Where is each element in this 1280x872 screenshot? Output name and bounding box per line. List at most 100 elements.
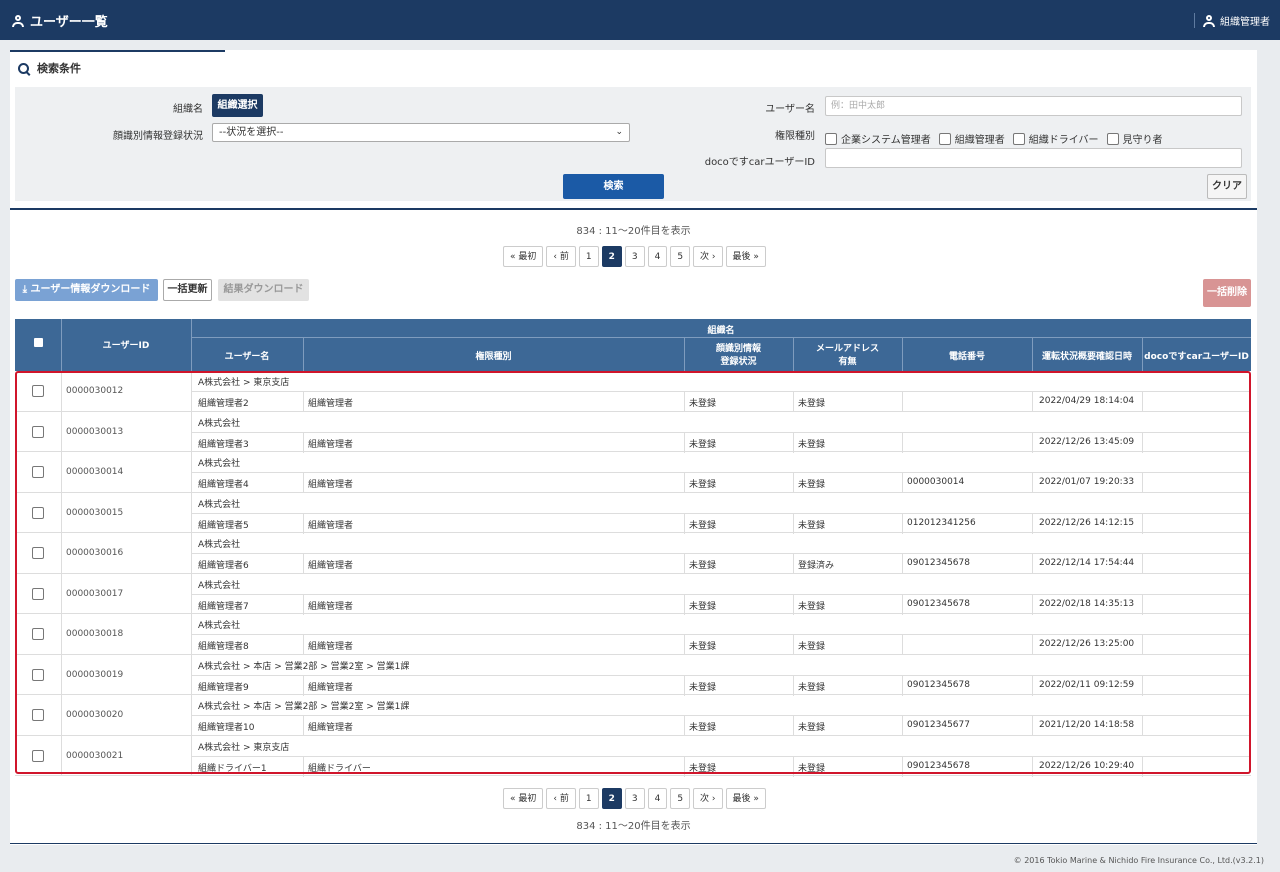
role-option-watcher[interactable]: 見守り者	[1106, 131, 1163, 146]
row-checkbox[interactable]	[32, 385, 44, 397]
cell-mail: 未登録	[798, 642, 826, 652]
row-checkbox[interactable]	[32, 547, 44, 559]
cell-mail: 未登録	[798, 480, 826, 490]
page-next[interactable]: 次 ›	[693, 788, 723, 809]
clear-button[interactable]: クリア	[1207, 174, 1247, 199]
page-next[interactable]: 次 ›	[693, 246, 723, 267]
table-row[interactable]: 0000030012 A株式会社 > 東京支店 組織管理者2 組織管理者 未登録 未登録 2…	[15, 371, 1251, 412]
copyright: © 2016 Tokio Marine & Nichido Fire Insur…	[1013, 856, 1264, 865]
org-path: A株式会社	[198, 459, 241, 469]
row-checkbox[interactable]	[32, 587, 44, 600]
cell-date: 2022/01/07 19:20:33	[1039, 477, 1135, 487]
cell-date: 2021/12/20 14:18:58	[1039, 720, 1135, 730]
page-1[interactable]: 1	[578, 246, 599, 267]
page-1[interactable]: 1	[578, 788, 599, 809]
page-5[interactable]: 5	[670, 246, 691, 267]
user-id: 0000030016	[66, 548, 124, 558]
cell-date: 2022/12/26 13:45:09	[1039, 436, 1135, 447]
page-last[interactable]: 最後 »	[725, 246, 766, 267]
page-4[interactable]: 4	[647, 246, 668, 267]
cell-date: 2022/12/26 14:12:15	[1039, 517, 1135, 528]
cell-name: 組織管理者2	[198, 399, 249, 409]
org-select-button[interactable]: 組織選択	[212, 94, 263, 117]
checkbox[interactable]	[1106, 132, 1119, 145]
table-row[interactable]: 0000030021 A株式会社 > 東京支店 組織ドライバー1 組織ドライバー 未登録…	[15, 735, 1251, 777]
cell-mail: 未登録	[798, 723, 826, 733]
select-all-checkbox[interactable]	[15, 338, 61, 350]
table-row[interactable]: 0000030018 A株式会社 組織管理者8 組織管理者 未登録 未登録 2022/12/…	[15, 614, 1251, 655]
page-first[interactable]: « 最初	[503, 788, 544, 809]
row-checkbox[interactable]	[32, 749, 44, 762]
page-prev[interactable]: ‹ 前	[546, 788, 576, 809]
cell-name: 組織ドライバー1	[198, 763, 267, 774]
result-download-button[interactable]: 結果ダウンロード	[218, 279, 309, 301]
header-role: 権限種別	[475, 352, 512, 362]
page-prev[interactable]: ‹ 前	[546, 246, 576, 267]
user-id: 0000030015	[66, 507, 124, 518]
page-first[interactable]: « 最初	[503, 246, 544, 267]
org-path: A株式会社	[198, 499, 241, 510]
checkbox[interactable]	[1012, 132, 1025, 145]
cell-face: 未登録	[689, 682, 717, 693]
role-option-org-admin[interactable]: 組織管理者	[938, 131, 1005, 146]
table-row[interactable]: 0000030020 A株式会社 > 本店 > 営業2部 > 営業2室 > 営業1…	[15, 695, 1251, 736]
row-checkbox[interactable]	[32, 466, 44, 478]
row-checkbox[interactable]	[32, 709, 44, 721]
role-checkboxes: 企業システム管理者 組織管理者 組織ドライバー 見守り者	[825, 131, 1163, 146]
row-checkbox[interactable]	[32, 425, 44, 438]
pagination-top: « 最初 ‹ 前 1 2 3 4 5 次 › 最後 »	[503, 246, 766, 267]
cell-face: 未登録	[689, 723, 717, 733]
user-id: 0000030021	[66, 750, 124, 761]
user-menu[interactable]: 組織管理者	[1194, 13, 1270, 28]
row-details: 組織管理者7 組織管理者 未登録 未登録 09012345678 2022/02/18 1…	[191, 593, 1251, 615]
cell-date: 2022/12/14 17:54:44	[1039, 558, 1135, 568]
row-checkbox[interactable]	[32, 668, 44, 681]
search-section-title[interactable]: 検索条件	[18, 60, 81, 76]
search-form: 組織名 組織選択 顔識別情報登録状況 --状況を選択-- ⌄ ユーザー名 例：田…	[15, 87, 1251, 201]
page-last[interactable]: 最後 »	[725, 788, 766, 809]
role-option-enterprise-admin[interactable]: 企業システム管理者	[825, 131, 931, 146]
role-option-org-driver[interactable]: 組織ドライバー	[1012, 131, 1099, 146]
status-select[interactable]: --状況を選択-- ⌄	[212, 123, 630, 142]
cell-name: 組織管理者4	[198, 480, 249, 490]
header-org: 組織名	[707, 326, 735, 336]
cell-face: 未登録	[689, 439, 717, 450]
row-checkbox[interactable]	[32, 506, 44, 519]
user-download-button[interactable]: ⤓ ユーザー情報ダウンロード	[15, 279, 158, 301]
page-3[interactable]: 3	[624, 788, 645, 809]
checkbox[interactable]	[825, 132, 837, 145]
cell-face: 未登録	[689, 763, 717, 774]
page-3[interactable]: 3	[624, 246, 645, 267]
user-id: 0000030017	[66, 588, 124, 599]
cell-mail: 未登録	[798, 763, 826, 774]
main-panel: 検索条件 組織名 組織選択 顔識別情報登録状況 --状況を選択-- ⌄ ユーザー…	[10, 50, 1257, 845]
page-2[interactable]: 2	[601, 246, 622, 267]
cell-date: 2022/02/11 09:12:59	[1039, 679, 1135, 690]
bulk-delete-button[interactable]: 一括削除	[1203, 279, 1251, 307]
username-input[interactable]: 例：田中太郎	[825, 96, 1242, 116]
table-row[interactable]: 0000030014 A株式会社 組織管理者4 組織管理者 未登録 未登録 00000300…	[15, 452, 1251, 493]
table-row[interactable]: 0000030016 A株式会社 組織管理者6 組織管理者 未登録 登録済み 0901234…	[15, 533, 1251, 574]
page-2[interactable]: 2	[601, 788, 622, 809]
bulk-update-button[interactable]: 一括更新	[163, 279, 212, 301]
docoid-input[interactable]	[825, 148, 1242, 168]
search-button[interactable]: 検索	[563, 174, 664, 199]
table-row[interactable]: 0000030013 A株式会社 組織管理者3 組織管理者 未登録 未登録 2022/12/…	[15, 411, 1251, 453]
row-details: 組織管理者8 組織管理者 未登録 未登録 2022/12/26 13:25:00	[191, 634, 1251, 655]
row-checkbox[interactable]	[32, 628, 44, 640]
cell-date: 2022/02/18 14:35:13	[1039, 598, 1135, 609]
table-row[interactable]: 0000030019 A株式会社 > 本店 > 営業2部 > 営業2室 > 営業1…	[15, 654, 1251, 696]
search-tab-indicator	[10, 50, 225, 52]
cell-phone: 09012345678	[907, 760, 970, 771]
status-label: 顔識別情報登録状況	[113, 131, 203, 142]
cell-mail: 未登録	[798, 399, 826, 409]
table-row[interactable]: 0000030017 A株式会社 組織管理者7 組織管理者 未登録 未登録 09012345…	[15, 573, 1251, 615]
page-5[interactable]: 5	[670, 788, 691, 809]
checkbox[interactable]	[938, 132, 951, 145]
row-details: 組織管理者9 組織管理者 未登録 未登録 09012345678 2022/02/11 0…	[191, 674, 1251, 696]
table-header: ユーザーID 組織名 ユーザー名 権限種別 顔識別情報 登録状況 メールアドレス…	[15, 319, 1251, 371]
table-row[interactable]: 0000030015 A株式会社 組織管理者5 組織管理者 未登録 未登録 01201234…	[15, 492, 1251, 534]
page-4[interactable]: 4	[647, 788, 668, 809]
row-details: 組織管理者10 組織管理者 未登録 未登録 09012345677 2021/12/20 …	[191, 715, 1251, 736]
row-details: 組織管理者2 組織管理者 未登録 未登録 2022/04/29 18:14:04	[191, 391, 1251, 412]
